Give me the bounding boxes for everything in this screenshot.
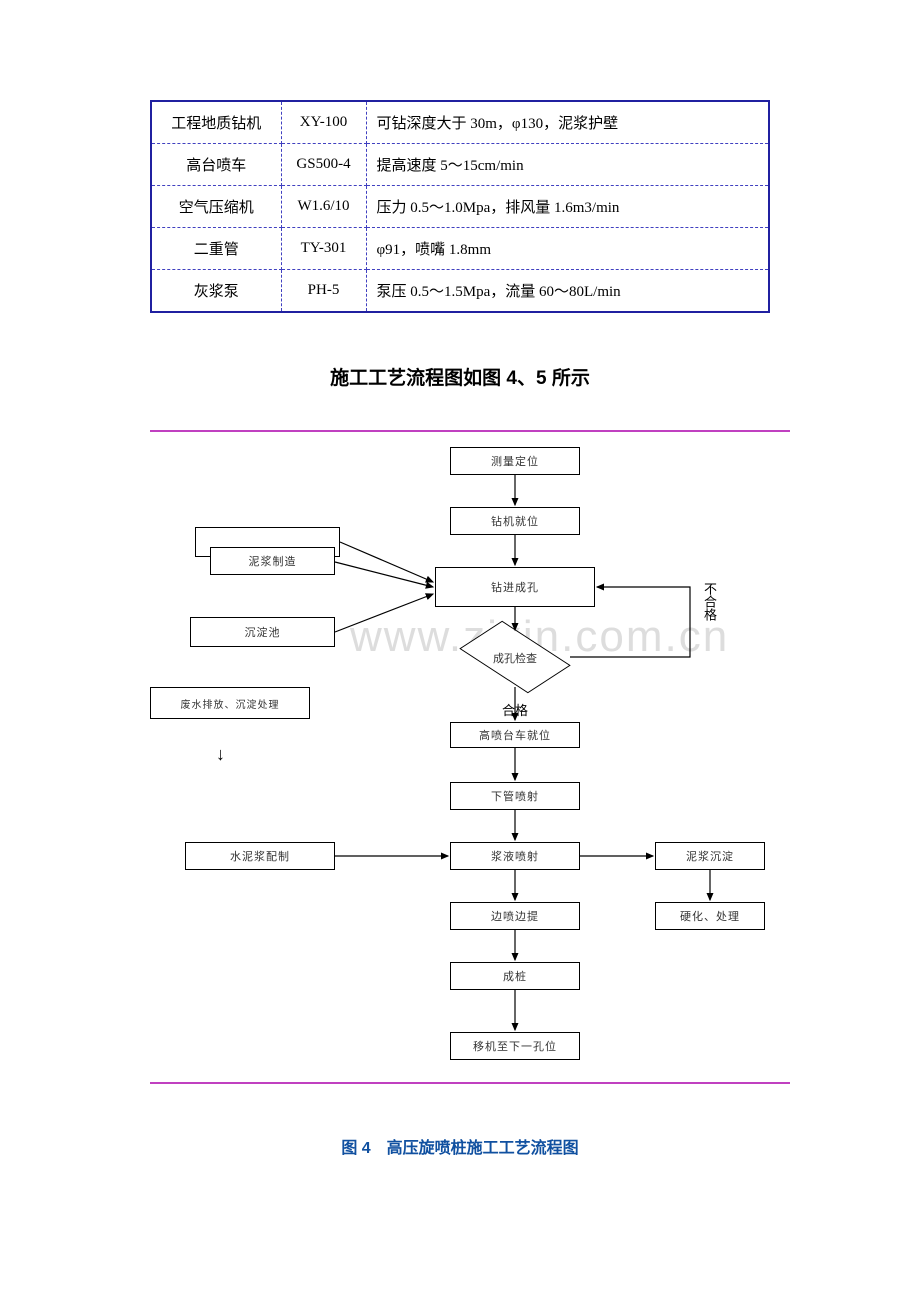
node-jet: 浆液喷射 bbox=[450, 842, 580, 870]
table-row: 工程地质钻机 XY-100 可钻深度大于 30m，φ130，泥浆护壁 bbox=[151, 101, 769, 144]
cell-name: 工程地质钻机 bbox=[151, 101, 281, 144]
table-row: 高台喷车 GS500-4 提高速度 5～15cm/min bbox=[151, 144, 769, 186]
node-drill: 钻进成孔 bbox=[435, 567, 595, 607]
cell-spec: 提高速度 5～15cm/min bbox=[366, 144, 769, 186]
node-spray-position: 高喷台车就位 bbox=[450, 722, 580, 748]
cell-name: 二重管 bbox=[151, 228, 281, 270]
spec-table: 工程地质钻机 XY-100 可钻深度大于 30m，φ130，泥浆护壁 高台喷车 … bbox=[150, 100, 770, 313]
cell-spec: 可钻深度大于 30m，φ130，泥浆护壁 bbox=[366, 101, 769, 144]
node-measure: 测量定位 bbox=[450, 447, 580, 475]
label-fail: 不合格 bbox=[700, 582, 719, 621]
cell-model: PH-5 bbox=[281, 270, 366, 313]
cell-spec: 压力 0.5～1.0Mpa，排风量 1.6m3/min bbox=[366, 186, 769, 228]
table-row: 空气压缩机 W1.6/10 压力 0.5～1.0Mpa，排风量 1.6m3/mi… bbox=[151, 186, 769, 228]
node-mud-make: 泥浆制造 bbox=[210, 547, 335, 575]
node-harden: 硬化、处理 bbox=[655, 902, 765, 930]
node-lift-spray: 边喷边提 bbox=[450, 902, 580, 930]
node-mud-settle: 泥浆沉淀 bbox=[655, 842, 765, 870]
cell-model: GS500-4 bbox=[281, 144, 366, 186]
cell-spec: 泵压 0.5～1.5Mpa，流量 60～80L/min bbox=[366, 270, 769, 313]
node-move-next: 移机至下一孔位 bbox=[450, 1032, 580, 1060]
cell-spec: φ91，喷嘴 1.8mm bbox=[366, 228, 769, 270]
divider-bottom bbox=[150, 1082, 790, 1084]
node-sediment-pool: 沉淀池 bbox=[190, 617, 335, 647]
cell-name: 空气压缩机 bbox=[151, 186, 281, 228]
table-row: 二重管 TY-301 φ91，喷嘴 1.8mm bbox=[151, 228, 769, 270]
node-cement-mix: 水泥浆配制 bbox=[185, 842, 335, 870]
flowchart: www.zixin.com.cn 测量定位 钻机就位 钻进成孔 成孔检查 高喷台… bbox=[150, 432, 790, 1082]
cell-name: 灰浆泵 bbox=[151, 270, 281, 313]
node-pile: 成桩 bbox=[450, 962, 580, 990]
table-row: 灰浆泵 PH-5 泵压 0.5～1.5Mpa，流量 60～80L/min bbox=[151, 270, 769, 313]
cell-name: 高台喷车 bbox=[151, 144, 281, 186]
cell-model: W1.6/10 bbox=[281, 186, 366, 228]
down-arrow-glyph: ↓ bbox=[216, 744, 225, 765]
figure-caption: 图 4 高压旋喷桩施工工艺流程图 bbox=[150, 1134, 770, 1158]
section-title: 施工工艺流程图如图 4、5 所示 bbox=[150, 363, 770, 390]
node-waste-water: 废水排放、沉淀处理 bbox=[150, 687, 310, 719]
node-lower-pipe: 下管喷射 bbox=[450, 782, 580, 810]
label-pass: 合格 bbox=[502, 700, 528, 719]
cell-model: TY-301 bbox=[281, 228, 366, 270]
node-rig-position: 钻机就位 bbox=[450, 507, 580, 535]
cell-model: XY-100 bbox=[281, 101, 366, 144]
